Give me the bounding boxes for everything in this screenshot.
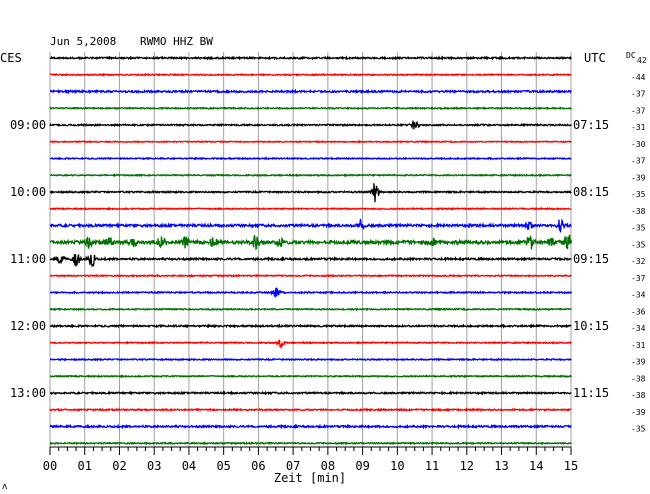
x-axis-label: Zeit [min] <box>274 471 346 485</box>
trace-row-12 <box>49 254 572 268</box>
dc-offset-label: -35 <box>631 425 646 434</box>
dc-offset-label: -38 <box>631 374 646 383</box>
trace-row-4 <box>49 119 572 130</box>
trace-rows <box>49 55 573 446</box>
trace-row-8 <box>49 183 572 203</box>
left-time-label: 12:00 <box>10 319 46 333</box>
x-tick-labels: 00 01 02 03 04 05 06 07 08 09 10 11 12 13 14 15 <box>43 459 578 473</box>
dc-offset-label: -32 <box>631 257 646 266</box>
x-tick-label: 04 <box>182 459 196 473</box>
x-tick-label: 13 <box>494 459 508 473</box>
dc-offset-label: -38 <box>631 391 646 400</box>
right-time-label: 10:15 <box>573 319 609 333</box>
trace-row-10 <box>49 218 572 233</box>
right-time-label: 07:15 <box>573 118 609 132</box>
trace-row-17 <box>49 339 572 350</box>
trace-row-3 <box>49 106 573 111</box>
header-date: Jun 5,2008 <box>50 35 116 48</box>
trace-row-11 <box>49 234 573 251</box>
trace-row-23 <box>49 441 573 446</box>
x-tick-label: 09 <box>355 459 369 473</box>
left-timezone-label: CES <box>0 51 22 65</box>
dc-offset-label: 42 <box>637 56 647 65</box>
dc-offset-label: -34 <box>631 324 646 333</box>
x-tick-label: 03 <box>147 459 161 473</box>
trace-row-0 <box>49 55 572 61</box>
trace-row-18 <box>49 357 572 362</box>
trace-row-1 <box>49 72 572 77</box>
x-tick-label: 15 <box>564 459 578 473</box>
trace-row-9 <box>49 206 572 211</box>
dc-offset-label: -37 <box>631 274 646 283</box>
right-time-label: 09:15 <box>573 252 609 266</box>
x-tick-label: 10 <box>390 459 404 473</box>
dc-offset-label: -37 <box>631 106 646 115</box>
trace-row-22 <box>49 423 572 430</box>
trace-row-13 <box>49 273 572 278</box>
x-tick-label: 01 <box>78 459 92 473</box>
dc-offset-label: -35 <box>631 190 646 199</box>
minute-gridlines <box>49 52 572 447</box>
left-time-label: 09:00 <box>10 118 46 132</box>
x-tick-label: 05 <box>216 459 230 473</box>
right-time-label: 11:15 <box>573 386 609 400</box>
dc-offset-label: -31 <box>631 123 646 132</box>
trace-row-14 <box>49 286 573 299</box>
dc-offset-label: -31 <box>631 341 646 350</box>
dc-offset-label: -35 <box>631 240 646 249</box>
trace-row-20 <box>49 390 572 396</box>
right-time-labels: 07:15 08:15 09:15 10:15 11:15 <box>573 118 609 400</box>
dc-offset-label: -38 <box>631 207 646 216</box>
dc-offset-header: DC <box>626 51 636 60</box>
left-time-labels: 09:00 10:00 11:00 12:00 13:00 <box>10 118 46 400</box>
dc-offset-label: -35 <box>631 224 646 233</box>
header-station: RWMO HHZ BW <box>140 35 213 48</box>
left-time-label: 10:00 <box>10 185 46 199</box>
left-time-label: 11:00 <box>10 252 46 266</box>
right-time-label: 08:15 <box>573 185 609 199</box>
dc-offset-label: -39 <box>631 173 646 182</box>
x-tick-label: 11 <box>425 459 439 473</box>
trace-row-6 <box>49 156 572 161</box>
x-tick-label: 14 <box>529 459 543 473</box>
dc-offset-label: -37 <box>631 90 646 99</box>
dc-offset-label: -36 <box>631 307 646 316</box>
dc-offset-label: -39 <box>631 408 646 417</box>
trace-row-21 <box>49 407 572 413</box>
dc-offset-label: -34 <box>631 291 646 300</box>
right-timezone-label: UTC <box>584 51 606 65</box>
x-tick-label: 00 <box>43 459 57 473</box>
x-tick-label: 07 <box>286 459 300 473</box>
x-tick-label: 06 <box>251 459 265 473</box>
dc-offset-labels: 42 -44 -37 -37 -31 -30 -37 -39 -35 -38 -35 -35 -32 -3… <box>631 56 647 434</box>
left-time-label: 13:00 <box>10 386 46 400</box>
x-tick-label: 02 <box>112 459 126 473</box>
x-axis-ticks <box>49 447 572 455</box>
x-tick-label: 12 <box>460 459 474 473</box>
trace-row-7 <box>49 173 572 178</box>
trace-row-2 <box>49 88 572 95</box>
dc-offset-label: -30 <box>631 140 646 149</box>
x-tick-label: 08 <box>321 459 335 473</box>
dc-offset-label: -37 <box>631 157 646 166</box>
trace-row-19 <box>49 374 573 379</box>
trace-row-5 <box>49 139 572 144</box>
corner-mark: ʌ <box>2 482 8 492</box>
dc-offset-label: -44 <box>631 73 646 82</box>
dc-offset-label: -39 <box>631 358 646 367</box>
trace-row-15 <box>49 307 572 312</box>
trace-row-16 <box>49 323 572 329</box>
